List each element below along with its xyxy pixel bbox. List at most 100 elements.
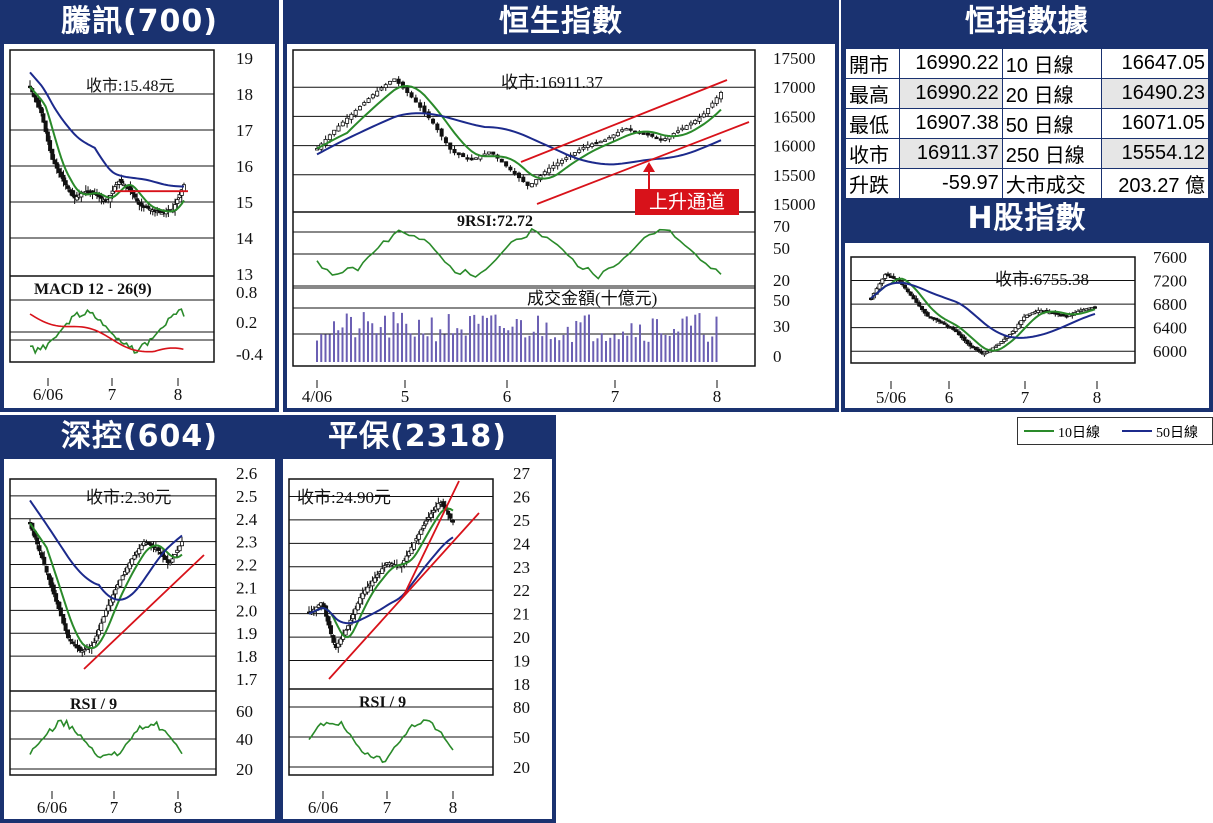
candle-body [82, 648, 87, 652]
hsi-data-panel: 恒指數據 開市 16990.22 10 日線 16647.05 最高 16990.22 20… [841, 0, 1213, 412]
candle-body [993, 345, 998, 349]
candle-body [1019, 320, 1024, 325]
volume-bar [464, 335, 467, 362]
volume-bar [673, 328, 675, 362]
candle-body [50, 148, 55, 160]
y-tick-label: 27 [513, 464, 531, 483]
volume-bar [426, 336, 429, 362]
hsi-data-table: 開市 16990.22 10 日線 16647.05 最高 16990.22 20 日線 16… [845, 48, 1209, 199]
candle-body [350, 614, 355, 620]
candle-body [96, 629, 101, 636]
candle-body [42, 556, 47, 566]
candle-body [951, 326, 956, 330]
indicator-label: MACD 12 - 26(9) [34, 281, 152, 298]
candle-body [179, 541, 184, 547]
hsi-table-cell: 升跌 [845, 168, 900, 199]
candle-body [968, 342, 973, 347]
candle-body [499, 158, 504, 163]
candle-body [706, 108, 711, 114]
volume-bar [328, 334, 331, 362]
y-tick-label: 16000 [773, 137, 816, 156]
chart-frame [292, 49, 756, 367]
volume-bar [677, 331, 680, 362]
candle-body [615, 131, 620, 137]
volume-bar [613, 334, 616, 362]
pingan-chart-area: 27 26 25 24 23 22 21 20 19 18 收市:24.90元 80 50 20 RSI /… [283, 459, 552, 819]
x-tick-label: 6 [503, 387, 512, 406]
indicator-tick-label: 80 [513, 698, 530, 717]
ma10-line [870, 277, 1096, 352]
candle-body [436, 502, 441, 510]
candle-body [1010, 330, 1015, 334]
volume-bar [350, 316, 352, 362]
candle-body [418, 102, 423, 108]
pingan-title: 平保(2318) [328, 419, 507, 454]
candle-body [452, 148, 457, 154]
volume-bar [460, 329, 463, 362]
hshares-chart-area: 7600 7200 6800 6400 6000 收市:6755.38 5/06 6 7 8 [845, 243, 1209, 408]
volume-bar [473, 314, 476, 362]
candle-body [1013, 327, 1018, 332]
candle-body [1002, 338, 1007, 342]
close-price-label: 收市:2.30元 [86, 488, 171, 507]
volume-bar [384, 315, 386, 362]
channel-lower-line [536, 121, 750, 205]
x-tick-label: 8 [1093, 388, 1102, 407]
candle-body [355, 602, 360, 611]
candle-body [338, 638, 343, 645]
support-trendline [83, 554, 205, 670]
candle-body [66, 629, 71, 639]
y-tick-label: 15 [236, 193, 253, 212]
volume-bar [643, 340, 646, 362]
y-tick-label: 17000 [773, 78, 816, 97]
candle-body [159, 212, 164, 215]
volume-bar [494, 314, 497, 362]
candle-body [641, 132, 646, 135]
candle-body [684, 125, 689, 130]
candle-body [132, 193, 137, 198]
candle-body [70, 190, 75, 197]
candle-body [491, 151, 496, 155]
candle-body [504, 161, 509, 167]
candle-body [714, 97, 719, 105]
pingan-chart: 27 26 25 24 23 22 21 20 19 18 收市:24.90元 80 50 20 RSI /… [288, 464, 531, 817]
candle-body [693, 119, 698, 125]
candle-body [357, 106, 362, 111]
x-tick-label: 5/06 [876, 388, 906, 407]
volume-bar [430, 317, 433, 362]
candle-body [80, 650, 85, 653]
candle-body [139, 544, 144, 551]
candle-body [57, 168, 62, 173]
candle-body [880, 278, 885, 284]
candle-body [426, 516, 431, 520]
y-tick-label: 14 [236, 229, 254, 248]
volume-bar [685, 316, 688, 362]
ma50-line [29, 71, 185, 188]
candle-body [1061, 313, 1066, 317]
candle-body [405, 87, 410, 93]
candle-body [327, 134, 332, 141]
volume-bar [694, 314, 697, 362]
candle-body [973, 346, 978, 351]
candle-body [448, 513, 453, 519]
volume-bar [698, 313, 701, 362]
hsi-table-cell: 最低 [845, 108, 900, 139]
volume-bar [388, 337, 391, 362]
candle-body [366, 98, 371, 103]
volume-bar [558, 340, 561, 362]
candle-body [598, 140, 603, 144]
volume-bar [651, 318, 654, 362]
volume-bar [345, 313, 348, 362]
y-tick-label: 16500 [773, 107, 816, 126]
volume-bar [316, 340, 318, 362]
candle-body [645, 132, 650, 136]
ma50-legend-line [1122, 430, 1152, 432]
candle-body [36, 99, 41, 108]
candle-body [135, 198, 140, 202]
candle-body [551, 165, 556, 169]
candle-body [97, 194, 102, 198]
candle-body [45, 131, 50, 142]
volume-bar [609, 337, 612, 362]
hsi-table-cell: 16071.05 [1101, 108, 1209, 139]
candle-body [48, 140, 53, 152]
